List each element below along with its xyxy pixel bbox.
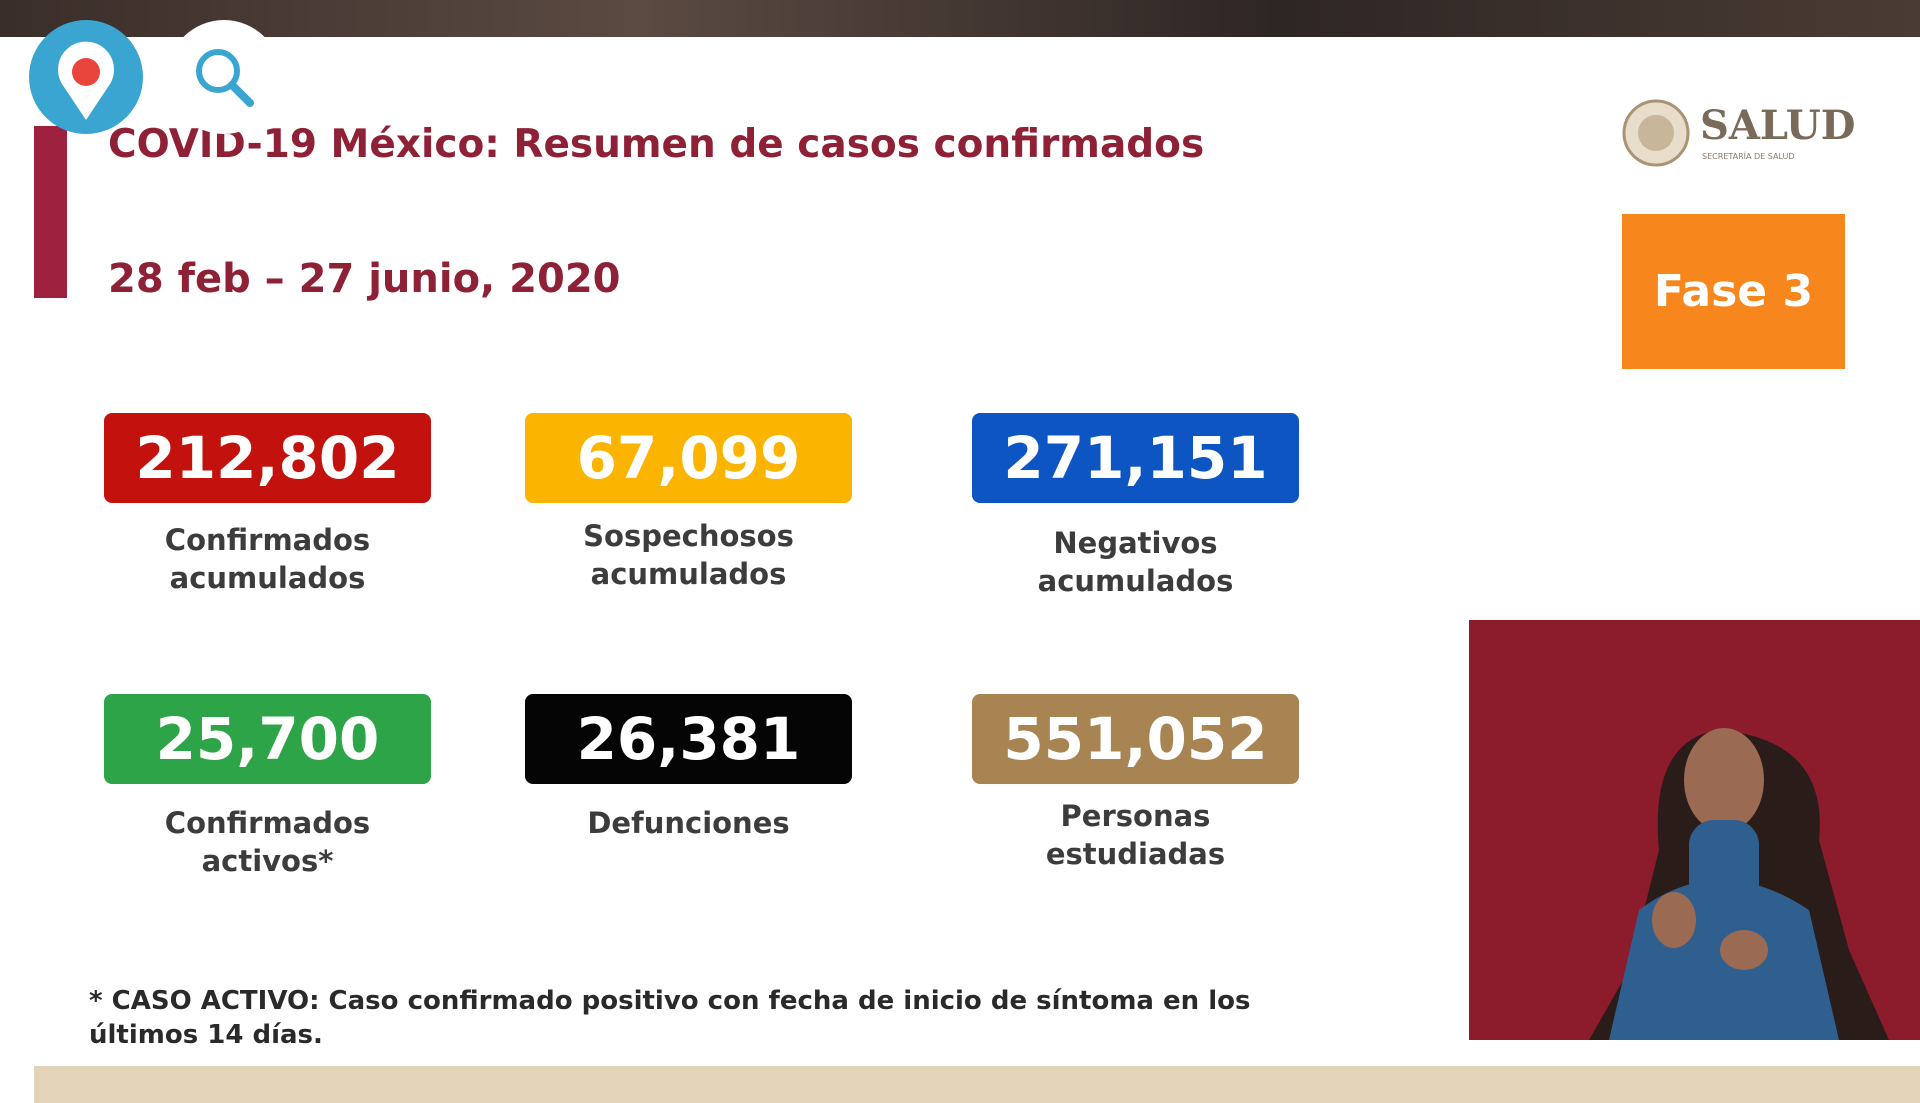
footnote-line: últimos 14 días.: [89, 1020, 323, 1050]
salud-logo: SALUD SECRETARÍA DE SALUD: [1622, 98, 1855, 168]
stat-label-line: activos*: [201, 844, 334, 878]
stat-label-line: acumulados: [1037, 564, 1234, 598]
interpreter-video: [1469, 620, 1920, 1040]
stat-label: Negativos acumulados: [972, 524, 1299, 600]
stat-value: 271,151: [972, 413, 1299, 503]
stat-label-line: Confirmados: [164, 806, 371, 840]
stat-label-line: Negativos: [1053, 526, 1218, 560]
stat-label: Confirmados acumulados: [104, 521, 431, 597]
bottom-band: [34, 1066, 1920, 1103]
video-top-band: [0, 0, 1920, 37]
footnote: * CASO ACTIVO: Caso confirmado positivo …: [89, 984, 1250, 1052]
stat-label-line: Personas: [1060, 799, 1211, 833]
search-button[interactable]: [167, 20, 281, 134]
logo-subtext: SECRETARÍA DE SALUD: [1702, 152, 1795, 161]
stat-value: 212,802: [104, 413, 431, 503]
stat-value: 25,700: [104, 694, 431, 784]
stat-label-line: acumulados: [169, 561, 366, 595]
stat-value: 26,381: [525, 694, 852, 784]
phase-badge: Fase 3: [1622, 214, 1845, 369]
accent-bar: [34, 126, 67, 298]
stat-label-line: estudiadas: [1045, 837, 1226, 871]
stat-label-line: Defunciones: [587, 806, 790, 840]
stat-value: 67,099: [525, 413, 852, 503]
footnote-line: * CASO ACTIVO: Caso confirmado positivo …: [89, 986, 1251, 1016]
stat-label-line: Sospechosos: [583, 519, 794, 553]
stat-label: Confirmados activos*: [104, 804, 431, 880]
seal: [1622, 99, 1690, 167]
stat-label: Defunciones: [525, 804, 852, 842]
stat-label: Sospechosos acumulados: [525, 517, 852, 593]
app-buttons: [29, 20, 281, 134]
logo-text: SALUD: [1700, 102, 1856, 149]
stat-label-line: acumulados: [590, 557, 787, 591]
stat-label: Personas estudiadas: [972, 797, 1299, 873]
interpreter: [1589, 728, 1889, 1040]
stat-value: 551,052: [972, 694, 1299, 784]
slide-title: COVID-19 México: Resumen de casos confir…: [108, 122, 1205, 167]
date-range: 28 feb – 27 junio, 2020: [108, 256, 621, 302]
stat-label-line: Confirmados: [164, 523, 371, 557]
